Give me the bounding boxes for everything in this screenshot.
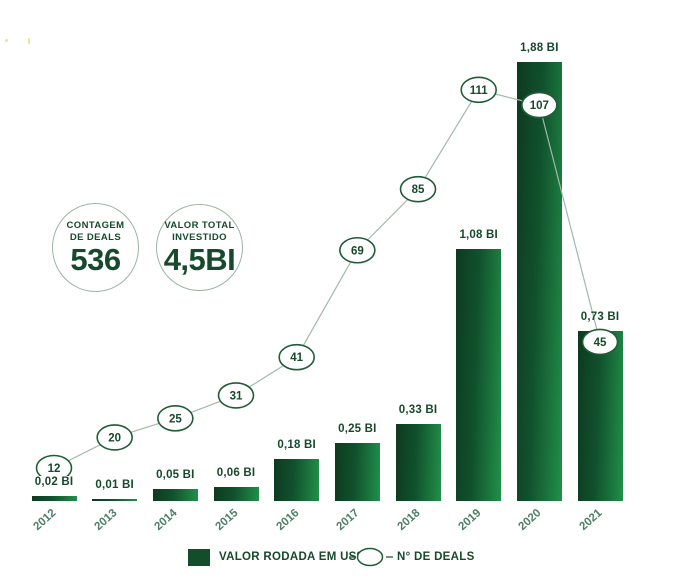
deals-count-text-2021: 45 <box>594 337 607 349</box>
bar-2020 <box>516 62 562 501</box>
bar-legend-swatch <box>188 549 210 566</box>
bar-2013 <box>92 499 138 501</box>
deals-marker-2015: 31 <box>217 382 255 409</box>
bar-2021 <box>577 331 623 501</box>
bar-2016 <box>274 459 320 501</box>
bar-value-label-2013: 0,01 BI <box>95 479 134 491</box>
deals-legend-label: N° DE DEALS <box>397 551 475 563</box>
deals-marker-2014: 25 <box>157 405 194 432</box>
bar-2018 <box>395 424 441 501</box>
bar-value-label-2018: 0,33 BI <box>398 404 438 416</box>
bar-value-label-2021: 0,73 BI <box>580 311 620 323</box>
deals-count-text-2012: 12 <box>48 463 61 475</box>
bar-legend-label: VALOR RODADA EM US$ <box>219 551 364 563</box>
deals-marker-2017: 69 <box>339 236 376 264</box>
deals-count-text-2016: 41 <box>290 352 303 364</box>
bar-2019 <box>456 249 502 501</box>
bar-value-label-2014: 0,05 BI <box>156 469 195 481</box>
deals-marker-2013: 20 <box>96 424 133 451</box>
deals-marker-2020: 107 <box>521 91 558 119</box>
bar-value-label-2019: 1,08 BI <box>459 229 498 241</box>
deals-count-label-line2: DE DEALS <box>69 231 122 243</box>
chart-legend: VALOR RODADA EM US$ N° DE DEALS <box>0 545 697 571</box>
bar-value-label-2015: 0,06 BI <box>216 467 256 479</box>
print-artifact-dot <box>28 38 30 44</box>
deals-count-text-2015: 31 <box>230 390 243 402</box>
deals-marker-2021: 45 <box>581 328 619 356</box>
deals-marker-2019: 111 <box>460 76 497 104</box>
deals-connector-line <box>417 89 480 190</box>
deals-legend-marker-icon <box>349 547 393 567</box>
bar-2017 <box>334 443 380 501</box>
deals-count-badge: CONTAGEM DE DEALS 536 <box>52 203 139 292</box>
bar-2014 <box>152 489 198 501</box>
total-invested-value: 4,5BI <box>163 242 236 277</box>
bar-value-label-2017: 0,25 BI <box>338 423 377 435</box>
deals-count-text-2014: 25 <box>169 413 182 425</box>
bar-value-label-2020: 1,88 BI <box>520 42 559 54</box>
bar-2015 <box>213 487 259 501</box>
deals-count-text-2019: 111 <box>470 85 489 97</box>
deals-count-text-2013: 20 <box>108 432 121 444</box>
deals-marker-2018: 85 <box>399 175 437 203</box>
deals-connector-line <box>296 249 358 358</box>
deals-marker-2016: 41 <box>278 343 315 371</box>
bar-2012 <box>31 496 77 501</box>
deals-connector-line <box>538 104 601 343</box>
deals-count-text-2020: 107 <box>530 100 549 112</box>
deals-count-text-2017: 69 <box>351 245 364 257</box>
total-invested-label-line1: VALOR TOTAL <box>164 220 235 231</box>
print-artifact-dot <box>5 39 8 42</box>
total-invested-badge: VALOR TOTAL INVESTIDO 4,5BI <box>156 204 243 291</box>
deals-count-label-line1: CONTAGEM <box>66 220 125 231</box>
bar-value-label-2016: 0,18 BI <box>277 439 316 451</box>
deals-count-value: 536 <box>70 242 121 277</box>
bar-value-label-2012: 0,02 BI <box>14 476 94 488</box>
total-invested-label-line2: INVESTIDO <box>172 231 227 243</box>
deals-count-text-2018: 85 <box>412 184 425 196</box>
